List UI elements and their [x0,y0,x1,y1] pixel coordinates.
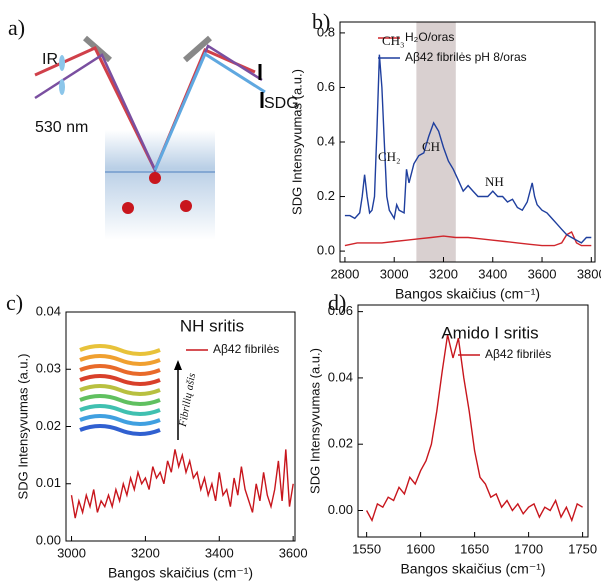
molecule [180,200,192,212]
x-axis-label: Bangos skaičius (cm⁻¹) [395,286,540,302]
x-tick-label: 3600 [528,266,557,281]
y-tick-label: 0.06 [328,303,353,318]
y-axis-label: SDG Intensyvumas (a.u.) [307,348,322,494]
x-tick-label: 3000 [57,545,86,560]
series-line [344,231,592,247]
y-tick-label: 0.00 [36,532,61,547]
legend-label: Aβ42 fibrilės [213,342,279,356]
legend-label: H₂O/oras [405,30,454,44]
mirror [183,35,212,63]
x-tick-label: 1650 [460,541,489,556]
y-tick-label: 0.2 [317,188,335,203]
annotation: CH₂ [378,149,401,164]
panel-label: b) [312,9,330,34]
plot-frame [339,21,596,263]
annotation: CH₃ [382,33,405,48]
lens [59,55,65,71]
panel-label: c) [6,290,23,315]
y-axis-label: SDG Intensyvumas (a.u.) [15,354,30,500]
x-tick-label: 1550 [352,541,381,556]
plot-title: NH sritis [180,316,244,335]
x-tick-label: 3000 [380,266,409,281]
beam-label: SDG [264,95,299,112]
x-tick-label: 1750 [568,541,597,556]
annotation: NH [485,174,504,189]
x-tick-label: 1700 [514,541,543,556]
legend-label: Aβ42 fibrilės [485,347,551,361]
series-line [365,334,583,523]
y-tick-label: 0.02 [36,418,61,433]
y-tick-label: 0.0 [317,243,335,258]
y-tick-label: 0.8 [317,24,335,39]
panel-label: a) [8,15,25,40]
beam-label: IR [42,51,58,68]
sfg-beam [153,51,266,171]
y-tick-label: 0.4 [317,133,335,148]
molecule [149,172,161,184]
panel-label: d) [328,290,346,315]
y-tick-label: 0.02 [328,436,353,451]
y-tick-label: 0.04 [328,369,353,384]
y-tick-label: 0.6 [317,79,335,94]
annotation: Fibrilių ašis [177,372,198,428]
y-tick-label: 0.04 [36,303,61,318]
plot-title: Amido I sritis [441,323,538,342]
plot-frame [65,311,296,542]
x-tick-label: 3400 [478,266,507,281]
beam-label: 530 nm [35,119,88,136]
x-tick-label: 3200 [429,266,458,281]
x-tick-label: 3200 [131,545,160,560]
legend-label: Aβ42 fibrilės pH 8/oras [405,50,527,64]
highlight-band [416,22,456,262]
series-line [344,54,592,244]
water [105,130,215,240]
setup-diagram: a) IR 530 nm SDG [8,15,299,240]
x-tick-label: 3600 [279,545,308,560]
x-axis-label: Bangos skaičius (cm⁻¹) [400,561,545,577]
plot-frame [357,304,589,538]
x-tick-label: 2800 [330,266,359,281]
x-axis-label: Bangos skaičius (cm⁻¹) [108,565,253,581]
y-axis-label: SDG Intensyvumas (a.u.) [289,69,304,215]
y-tick-label: 0.03 [36,361,61,376]
y-tick-label: 0.00 [328,502,353,517]
x-tick-label: 1600 [406,541,435,556]
y-tick-label: 0.01 [36,475,61,490]
lens [59,79,65,95]
x-tick-label: 3400 [205,545,234,560]
mirror [83,35,112,63]
series-line [70,449,294,519]
molecule [122,202,134,214]
fibril-inset [79,344,182,440]
annotation: CH [422,139,440,154]
